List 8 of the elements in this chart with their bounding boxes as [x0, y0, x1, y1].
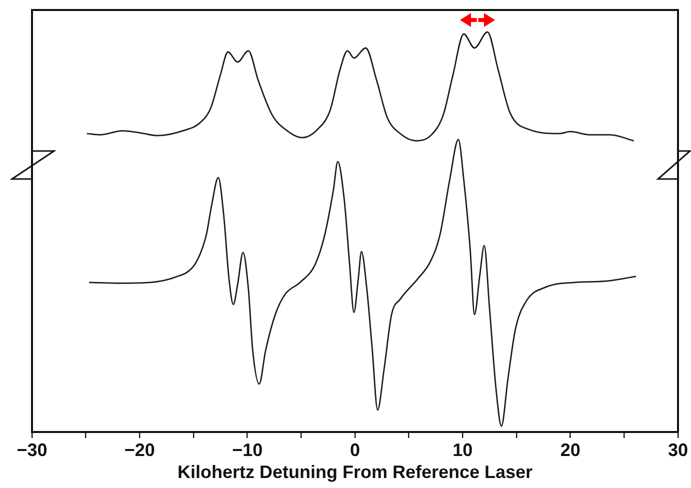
- x-tick-label: −20: [124, 440, 155, 460]
- x-tick-label: −10: [232, 440, 263, 460]
- x-tick-label: 30: [668, 440, 688, 460]
- x-tick-label: 10: [452, 440, 473, 460]
- x-tick-label: 20: [560, 440, 580, 460]
- x-axis-title: Kilohertz Detuning From Reference Laser: [177, 462, 533, 482]
- x-tick-label: −30: [16, 440, 48, 460]
- x-tick-label: 0: [350, 440, 360, 460]
